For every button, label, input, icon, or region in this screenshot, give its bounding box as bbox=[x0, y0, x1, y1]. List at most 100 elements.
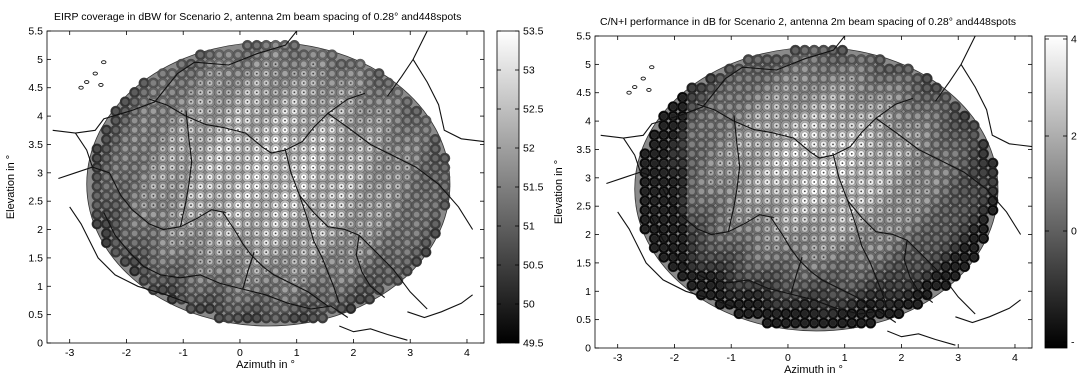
beam-spot-core bbox=[951, 131, 959, 139]
beam-spot-core bbox=[206, 51, 213, 58]
beam-center-dot bbox=[378, 176, 380, 178]
beam-center-dot bbox=[832, 199, 834, 202]
beam-spot-core bbox=[716, 188, 724, 195]
beam-spot-core bbox=[735, 310, 743, 317]
beam-spot-core bbox=[159, 70, 166, 77]
beam-center-dot bbox=[255, 204, 258, 207]
beam-spot-core bbox=[970, 188, 978, 195]
beam-spot-core bbox=[895, 244, 903, 252]
beam-center-dot bbox=[208, 232, 211, 235]
beam-center-dot bbox=[274, 260, 277, 263]
beam-center-dot bbox=[302, 157, 305, 160]
beam-center-dot bbox=[218, 166, 221, 169]
beam-spot-core bbox=[810, 56, 818, 64]
beam-spot-core bbox=[669, 103, 677, 111]
beam-spot-core bbox=[441, 183, 448, 190]
beam-spot-core bbox=[140, 145, 148, 152]
beam-center-dot bbox=[907, 171, 910, 174]
beam-spot-core bbox=[792, 65, 799, 73]
y-tick-label: 5 bbox=[37, 54, 43, 66]
beam-spot-core bbox=[310, 314, 317, 322]
beam-spot-core bbox=[933, 141, 940, 148]
beam-center-dot bbox=[803, 190, 806, 193]
beam-center-dot bbox=[349, 138, 352, 141]
beam-center-dot bbox=[387, 185, 390, 188]
beam-spot-core bbox=[319, 267, 326, 275]
beam-center-dot bbox=[265, 72, 268, 75]
beam-spot-core bbox=[698, 94, 705, 101]
beam-center-dot bbox=[378, 213, 380, 216]
beam-center-dot bbox=[756, 181, 759, 183]
beam-center-dot bbox=[321, 119, 324, 122]
beam-spot-core bbox=[735, 244, 743, 252]
beam-center-dot bbox=[728, 209, 731, 212]
beam-spot-core bbox=[140, 173, 148, 181]
beam-center-dot bbox=[227, 100, 230, 103]
beam-spot-core bbox=[422, 249, 430, 256]
beam-center-dot bbox=[180, 176, 183, 178]
beam-spot-core bbox=[886, 253, 893, 261]
beam-center-dot bbox=[794, 199, 797, 202]
map-border bbox=[222, 212, 329, 307]
beam-spot-core bbox=[886, 272, 893, 280]
beam-spot-core bbox=[688, 141, 696, 148]
beam-center-dot bbox=[190, 194, 192, 197]
beam-center-dot bbox=[152, 204, 155, 207]
beam-center-dot bbox=[293, 194, 296, 197]
beam-center-dot bbox=[208, 138, 211, 141]
beam-spot-core bbox=[328, 258, 336, 265]
beam-spot-core bbox=[820, 291, 827, 299]
beam-center-dot bbox=[813, 199, 816, 202]
beam-spot-core bbox=[319, 51, 326, 58]
beam-center-dot bbox=[841, 246, 844, 249]
beam-center-dot bbox=[349, 147, 352, 150]
beam-center-dot bbox=[756, 124, 759, 127]
beam-spot-core bbox=[122, 258, 129, 265]
beam-center-dot bbox=[785, 143, 787, 146]
beam-spot-core bbox=[394, 211, 401, 218]
beam-center-dot bbox=[850, 199, 853, 202]
beam-center-dot bbox=[171, 213, 174, 216]
beam-spot-core bbox=[923, 131, 931, 139]
beam-center-dot bbox=[747, 199, 750, 202]
beam-center-dot bbox=[321, 138, 324, 141]
beam-center-dot bbox=[860, 143, 863, 146]
beam-spot-core bbox=[432, 192, 439, 199]
beam-center-dot bbox=[359, 110, 362, 113]
beam-spot-core bbox=[140, 249, 148, 256]
beam-spot-core bbox=[413, 136, 420, 143]
beam-spot-core bbox=[140, 220, 148, 228]
beam-spot-core bbox=[923, 272, 931, 280]
beam-center-dot bbox=[227, 157, 230, 160]
beam-spot-core bbox=[951, 197, 959, 205]
beam-center-dot bbox=[860, 134, 863, 136]
beam-center-dot bbox=[274, 91, 277, 94]
beam-spot-core bbox=[122, 239, 129, 246]
beam-center-dot bbox=[199, 185, 202, 188]
y-tick-label: 3.5 bbox=[576, 144, 591, 156]
beam-center-dot bbox=[832, 190, 834, 193]
beam-spot-core bbox=[641, 178, 649, 186]
map-border bbox=[790, 257, 803, 295]
beam-center-dot bbox=[869, 190, 872, 193]
beam-spot-core bbox=[641, 188, 649, 195]
beam-spot-core bbox=[140, 136, 148, 143]
beam-spot-core bbox=[726, 84, 733, 92]
beam-spot-core bbox=[660, 150, 668, 158]
beam-center-dot bbox=[321, 166, 324, 169]
beam-center-dot bbox=[293, 100, 296, 103]
beam-center-dot bbox=[152, 157, 155, 160]
beam-spot-core bbox=[970, 197, 978, 205]
beam-spot-core bbox=[413, 249, 420, 256]
beam-spot-core bbox=[716, 272, 724, 280]
beam-center-dot bbox=[199, 110, 202, 113]
beam-spot-core bbox=[735, 94, 743, 101]
beam-spot-core bbox=[216, 314, 223, 322]
beam-spot-core bbox=[310, 286, 317, 293]
beam-spot-core bbox=[942, 178, 950, 186]
beam-center-dot bbox=[312, 270, 315, 272]
beam-spot-core bbox=[357, 296, 364, 303]
beam-center-dot bbox=[916, 152, 919, 155]
beam-center-dot bbox=[293, 176, 296, 178]
beam-center-dot bbox=[766, 162, 769, 165]
